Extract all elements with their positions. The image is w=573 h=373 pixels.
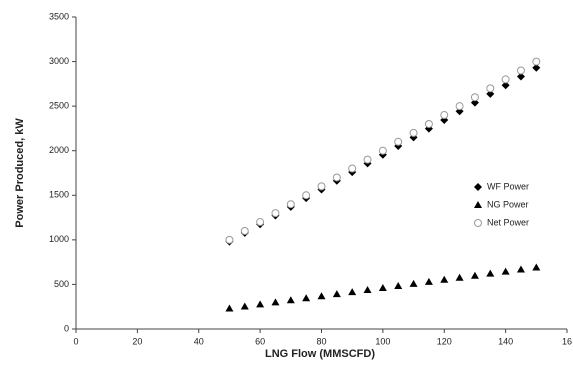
point [455,273,464,281]
y-tick-label: 3000 [49,56,69,66]
x-tick-label: 16 [562,336,572,346]
point [317,182,326,191]
point [225,304,234,312]
x-tick-label: 60 [255,336,265,346]
y-tick-label: 2500 [49,101,69,111]
point [501,81,510,90]
point [516,66,525,75]
point [240,302,249,310]
point [486,89,495,98]
point [409,279,418,287]
point [240,226,249,235]
point [532,63,541,72]
point [440,275,449,283]
point [332,290,341,298]
x-tick-label: 0 [73,336,78,346]
point [378,146,387,155]
y-tick-label: 0 [64,323,69,333]
legend-label: NG Power [487,199,529,209]
x-tick-label: 80 [316,336,326,346]
point [302,294,311,302]
point [317,292,326,300]
point [378,283,387,291]
y-tick-label: 500 [54,279,69,289]
point [225,235,234,244]
point [271,209,280,218]
legend-marker [474,183,482,191]
point [363,155,372,164]
point [516,72,525,81]
x-tick-label: 40 [194,336,204,346]
point [286,296,295,304]
point [486,84,495,93]
point [532,57,541,66]
point [348,164,357,173]
y-tick-label: 2000 [49,145,69,155]
point [486,269,495,277]
point [256,218,265,227]
point [409,128,418,137]
point [348,288,357,296]
x-tick-label: 100 [375,336,390,346]
point [532,263,541,271]
point [363,286,372,294]
x-axis-title: LNG Flow (MMSCFD) [265,348,375,360]
point [501,75,510,84]
x-tick-label: 20 [132,336,142,346]
legend-label: WF Power [487,181,529,191]
point [394,281,403,289]
point [286,200,295,209]
point [332,173,341,182]
legend-marker [474,201,482,208]
point [424,119,433,128]
point [455,102,464,111]
point [440,111,449,120]
point [256,300,265,308]
point [424,277,433,285]
point [470,93,479,102]
point [394,137,403,146]
x-tick-label: 140 [498,336,513,346]
legend-label: Net Power [487,217,529,227]
y-tick-label: 3500 [49,11,69,21]
point [302,191,311,200]
legend-marker [474,219,482,227]
point [501,267,510,275]
point [470,271,479,279]
x-tick-label: 120 [437,336,452,346]
point [271,298,280,306]
y-axis-title: Power Produced, kW [14,118,26,228]
y-tick-label: 1500 [49,190,69,200]
y-tick-label: 1000 [49,234,69,244]
point [516,265,525,273]
